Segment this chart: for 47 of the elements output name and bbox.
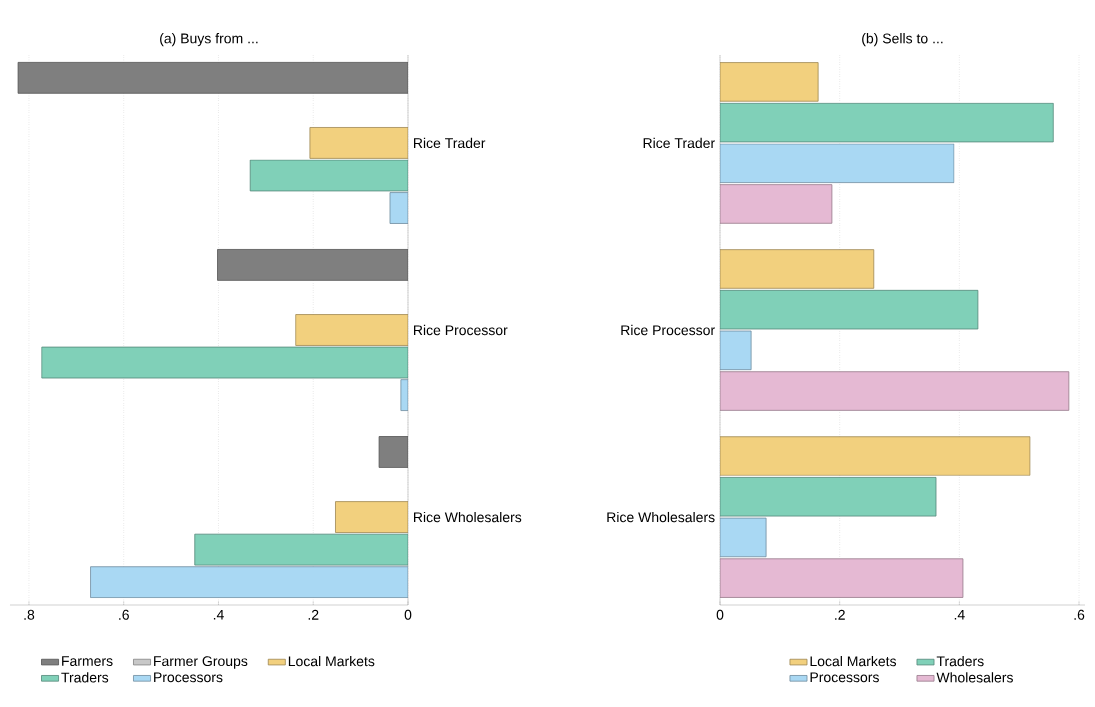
- y-tick-label: Rice Processor: [414, 324, 508, 336]
- y-tick-label: Rice Trader: [414, 137, 486, 149]
- bar: [194, 533, 408, 566]
- bar: [720, 289, 979, 330]
- bar: [720, 558, 964, 598]
- bar: [720, 249, 875, 289]
- x-tick-label: .6: [1074, 609, 1085, 620]
- bar: [720, 143, 955, 183]
- bar: [335, 501, 408, 533]
- bar: [378, 436, 408, 468]
- x-tick-label: .4: [954, 609, 965, 620]
- bar: [720, 62, 819, 102]
- y-tick-label: Rice Trader: [643, 137, 715, 149]
- legend-label: Local Markets: [810, 655, 897, 667]
- legend-label: Wholesalers: [936, 672, 1013, 683]
- x-tick-label: .8: [24, 609, 35, 620]
- bar: [249, 159, 408, 192]
- bar: [720, 517, 767, 558]
- legend-label: Traders: [936, 655, 984, 667]
- bar: [720, 371, 1070, 411]
- legend-label: Processors: [154, 672, 223, 683]
- y-tick-label: Rice Wholesalers: [414, 511, 522, 523]
- legend-label: Processors: [810, 672, 879, 683]
- legend-label: Local Markets: [288, 655, 375, 667]
- x-tick-label: .2: [835, 609, 845, 620]
- bar: [90, 566, 408, 599]
- x-tick-label: .4: [213, 609, 224, 620]
- bar: [720, 477, 937, 517]
- x-tick-label: 0: [404, 609, 412, 620]
- bar: [720, 184, 833, 224]
- legend-label: Farmers: [62, 656, 113, 666]
- bar: [17, 61, 408, 94]
- y-tick-label: Rice Processor: [621, 324, 715, 336]
- x-tick-label: .6: [119, 609, 129, 620]
- bar: [720, 436, 1031, 476]
- y-tick-label: Rice Wholesalers: [607, 511, 715, 523]
- bar: [295, 314, 408, 346]
- legend-label: Traders: [61, 672, 109, 683]
- chart-title: (b) Sells to ...: [862, 33, 943, 47]
- bar: [217, 249, 408, 281]
- x-tick-label: 0: [716, 609, 724, 620]
- x-tick-label: .2: [308, 609, 319, 620]
- bar: [720, 102, 1054, 143]
- legend-label: Farmer Groups: [154, 656, 248, 669]
- bar: [41, 346, 408, 379]
- bar: [309, 127, 408, 159]
- chart-title: (a) Buys from ...: [160, 33, 258, 47]
